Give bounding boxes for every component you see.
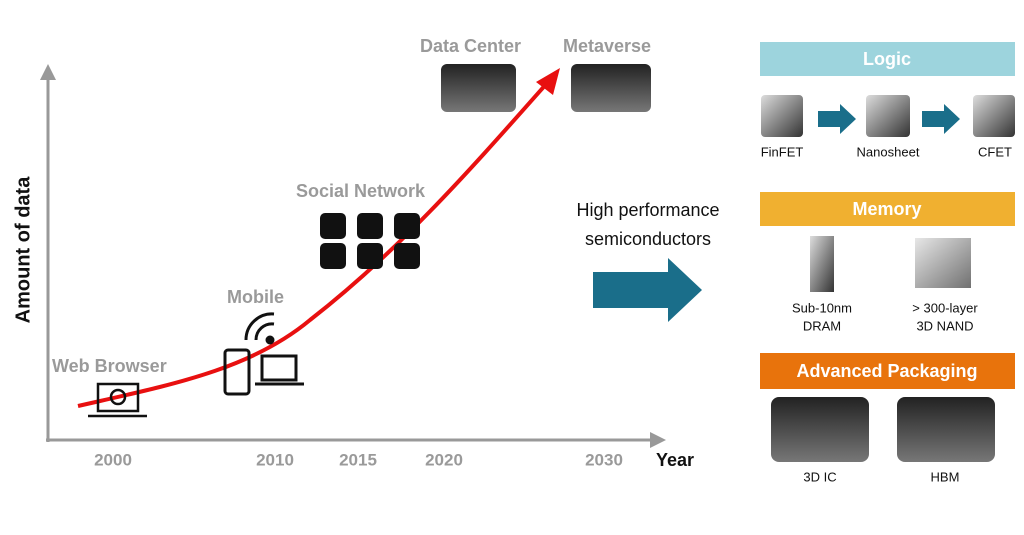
growth-curve bbox=[77, 80, 550, 408]
device-image bbox=[761, 95, 803, 137]
device-image bbox=[771, 397, 869, 462]
x-tick: 2010 bbox=[256, 450, 294, 469]
x-label: Year bbox=[656, 450, 694, 470]
device-image bbox=[866, 95, 910, 137]
item-label: 3D NAND bbox=[916, 318, 973, 333]
arrow-text: High performance bbox=[576, 200, 719, 220]
item-label: 3D IC bbox=[803, 469, 836, 484]
panel-title: Advanced Packaging bbox=[796, 361, 977, 381]
milestone-label: Web Browser bbox=[52, 356, 167, 376]
step-arrow bbox=[818, 104, 856, 134]
item-label: Nanosheet bbox=[857, 144, 920, 159]
x-tick: 2030 bbox=[585, 450, 623, 469]
datacenter-image bbox=[441, 64, 516, 112]
device-image bbox=[915, 238, 971, 288]
item-label: Sub-10nm bbox=[792, 300, 852, 315]
item-label: CFET bbox=[978, 144, 1012, 159]
x-tick: 2020 bbox=[425, 450, 463, 469]
metaverse-image bbox=[571, 64, 651, 112]
device-image bbox=[897, 397, 995, 462]
panel-header bbox=[760, 42, 1015, 76]
y-label: Amount of data bbox=[12, 176, 34, 324]
x-tick: 2015 bbox=[339, 450, 377, 469]
milestone-label: Social Network bbox=[296, 181, 426, 201]
x-arrowhead bbox=[650, 432, 666, 448]
step-arrow bbox=[922, 104, 960, 134]
panel-title: Logic bbox=[863, 49, 911, 69]
device-image bbox=[810, 236, 834, 292]
x-tick: 2000 bbox=[94, 450, 132, 469]
y-arrowhead bbox=[40, 64, 56, 80]
device-image bbox=[973, 95, 1015, 137]
big-arrow bbox=[593, 258, 702, 322]
item-label: DRAM bbox=[803, 318, 841, 333]
item-label: HBM bbox=[931, 469, 960, 484]
panel-header bbox=[760, 192, 1015, 226]
mobile-icon bbox=[223, 312, 304, 396]
social-icons bbox=[320, 213, 420, 269]
milestone-label: Mobile bbox=[227, 287, 284, 307]
item-label: > 300-layer bbox=[912, 300, 978, 315]
curve-arrowhead bbox=[536, 68, 560, 95]
panel-header bbox=[760, 353, 1015, 389]
arrow-text: semiconductors bbox=[585, 229, 711, 249]
milestone-label: Data Center bbox=[420, 36, 521, 56]
item-label: FinFET bbox=[761, 144, 804, 159]
panel-title: Memory bbox=[852, 199, 921, 219]
milestone-label: Metaverse bbox=[563, 36, 651, 56]
laptop-icon bbox=[88, 382, 147, 418]
